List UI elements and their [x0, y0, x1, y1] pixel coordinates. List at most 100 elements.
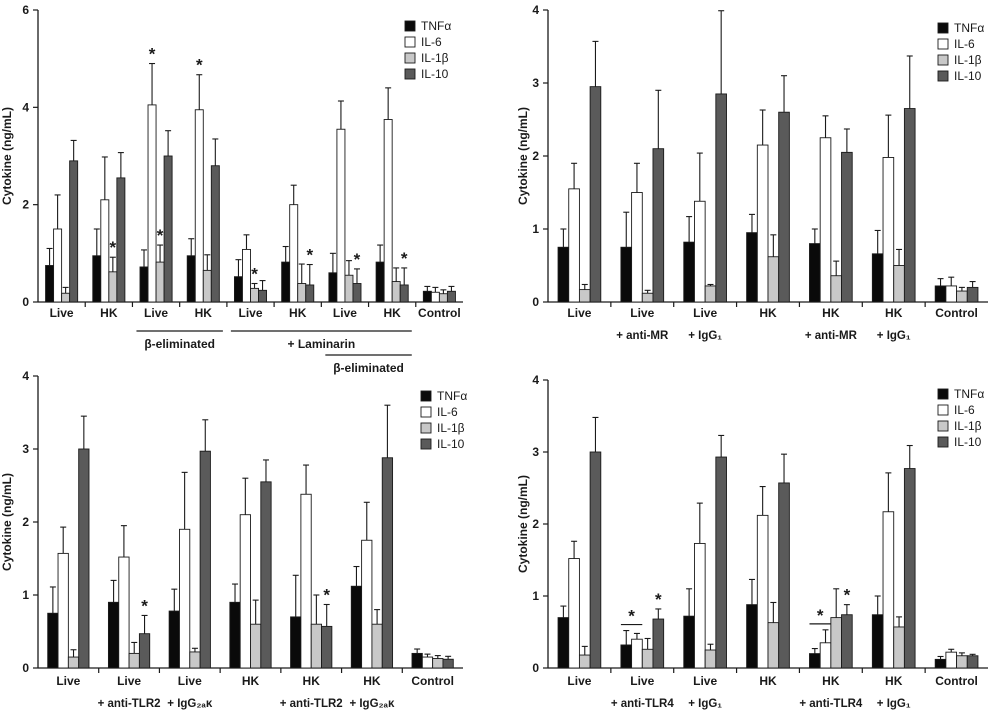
legend-swatch [404, 68, 416, 80]
bar-TNFα [422, 290, 432, 303]
category-label: Live [56, 674, 80, 688]
legend-label: IL-10 [954, 69, 982, 83]
bar-IL-6 [300, 493, 312, 669]
legend-swatch [937, 404, 949, 416]
bar-IL-1β [297, 283, 307, 303]
bar-IL-10 [399, 284, 409, 303]
legend-label: IL-1β [437, 421, 465, 435]
bar-IL-6 [57, 552, 69, 669]
bar-IL-6 [756, 514, 769, 669]
y-tick-label: 0 [532, 295, 539, 309]
bar-IL-10 [305, 284, 315, 303]
legend-swatch [420, 390, 432, 402]
bar-IL-10 [589, 86, 602, 303]
bar-TNFα [47, 612, 59, 669]
bar-IL-6 [430, 291, 440, 303]
bar-IL-6 [361, 539, 373, 669]
category-label: HK [822, 306, 840, 320]
category-label: Live [178, 674, 202, 688]
category-sub-label: + IgG₁ [688, 698, 722, 710]
category-sub-label: + IgG₁ [688, 330, 722, 342]
bar-IL-1β [893, 626, 905, 669]
bar-IL-6 [631, 192, 643, 303]
bar-IL-10 [138, 633, 151, 669]
bar-IL-6 [383, 119, 393, 303]
y-axis-label: Cytokine (ng/mL) [516, 475, 530, 573]
bar-IL-10 [652, 148, 665, 303]
bar-IL-1β [371, 623, 383, 669]
bar-IL-6 [819, 642, 832, 669]
bar-TNFα [809, 653, 821, 669]
category-label: Live [693, 306, 717, 320]
legend-swatch [404, 36, 416, 48]
bar-TNFα [934, 285, 947, 303]
y-axis-label: Cytokine (ng/mL) [0, 473, 14, 571]
legend-swatch [937, 388, 949, 400]
bar-IL-10 [841, 614, 853, 669]
bar-IL-10 [260, 481, 272, 669]
bar-TNFα [328, 272, 338, 303]
chart-panel-1: 0 2 4 6 Cytokine (ng/mL) Live HK Live HK Live HK Li… [0, 3, 463, 375]
y-tick-label: 2 [532, 149, 539, 163]
category-sub-label: + IgG₂ₐκ [167, 698, 213, 710]
bar-IL-1β [893, 265, 905, 303]
category-sub-label: + anti-MR [805, 330, 858, 342]
category-label: HK [303, 674, 321, 688]
bar-IL-10 [652, 618, 665, 669]
bar-IL-1β [61, 292, 71, 303]
group-label: β-eliminated [144, 337, 215, 351]
category-label: Live [238, 306, 262, 320]
significance-asterisk: * [141, 596, 148, 615]
legend-label: IL-10 [954, 435, 982, 449]
bar-IL-1β [956, 655, 968, 669]
category-sub-label: + IgG₁ [877, 698, 911, 710]
bar-IL-6 [336, 128, 346, 303]
bar-IL-10 [966, 655, 979, 669]
category-label: Live [567, 674, 591, 688]
y-tick-label: 2 [22, 515, 29, 529]
bar-TNFα [375, 261, 385, 303]
legend-label: IL-1β [421, 51, 449, 65]
chart-panel-2: 0 1 2 3 4 Cytokine (ng/mL) Live Live + anti-MR Li… [516, 3, 988, 342]
category-label: HK [885, 674, 903, 688]
bar-IL-1β [250, 287, 259, 303]
bar-IL-1β [155, 261, 165, 303]
category-label: HK [100, 306, 118, 320]
bar-IL-6 [242, 248, 251, 303]
category-label: Live [630, 306, 654, 320]
bar-IL-10 [841, 151, 853, 303]
legend-label: TNFα [954, 21, 984, 35]
y-tick-label: 1 [532, 589, 539, 603]
y-tick-label: 4 [532, 3, 539, 17]
y-tick-label: 4 [532, 373, 539, 387]
bar-IL-1β [830, 617, 842, 669]
y-tick-label: 2 [532, 517, 539, 531]
legend-label: IL-6 [421, 35, 442, 49]
y-tick-label: 4 [22, 100, 29, 114]
bar-TNFα [934, 658, 947, 669]
bar-IL-6 [694, 200, 706, 303]
bar-IL-10 [715, 456, 727, 669]
category-label: HK [195, 306, 213, 320]
legend-swatch [937, 70, 949, 82]
legend-label: IL-10 [421, 67, 449, 81]
category-label: Live [333, 306, 357, 320]
bar-TNFα [229, 601, 241, 669]
bar-IL-10 [778, 482, 790, 669]
bar-IL-10 [352, 283, 362, 303]
bar-IL-10 [321, 625, 333, 669]
category-label: Control [935, 674, 978, 688]
bar-TNFα [411, 652, 423, 669]
y-tick-label: 1 [532, 222, 539, 236]
bar-IL-6 [819, 137, 832, 303]
category-label: Control [418, 306, 461, 320]
bar-IL-10 [715, 93, 727, 303]
bar-TNFα [139, 266, 149, 303]
bar-IL-6 [118, 556, 130, 669]
significance-asterisk: * [110, 238, 117, 257]
bar-IL-6 [756, 144, 769, 303]
bar-IL-1β [344, 274, 354, 303]
legend-swatch [937, 38, 949, 50]
significance-asterisk: * [157, 226, 164, 245]
y-tick-label: 3 [532, 76, 539, 90]
